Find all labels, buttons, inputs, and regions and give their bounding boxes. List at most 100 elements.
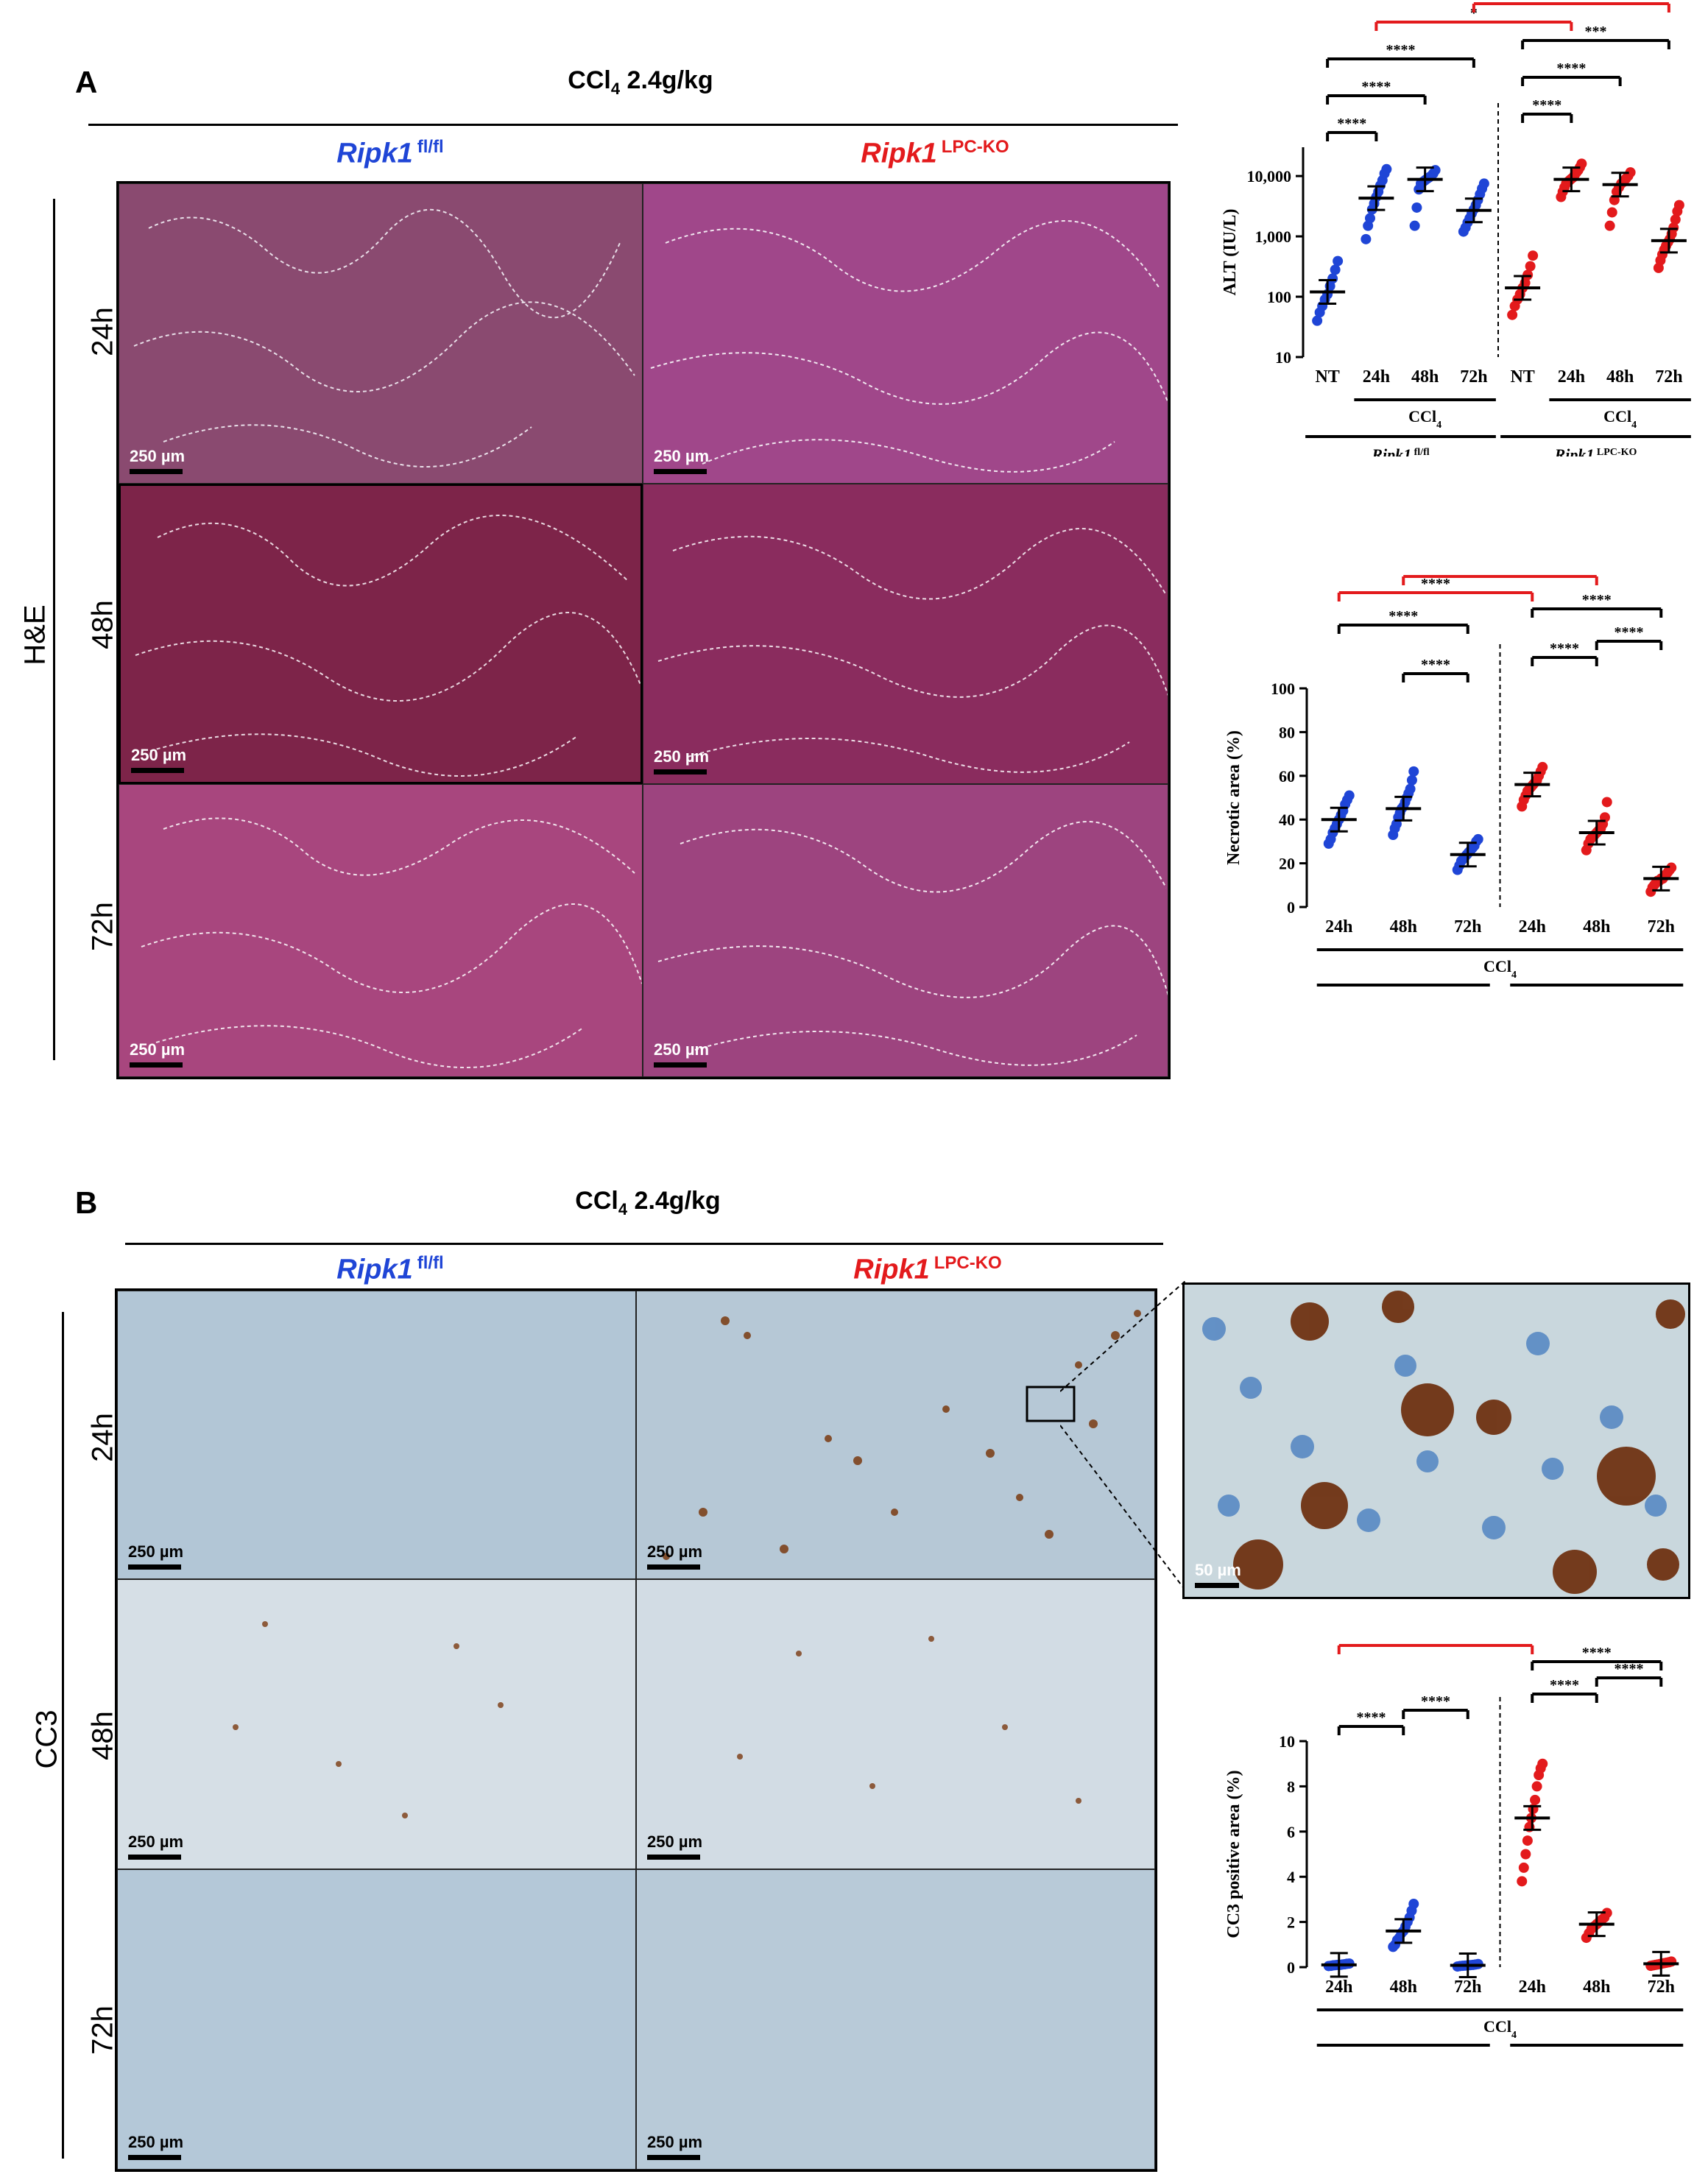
chart-cc3-area-svg: 0 2 4 6 8 10 CC3 positive area (%) 24h 48h 72h 24h… — [1224, 1612, 1684, 2072]
significance-label: **** — [1550, 641, 1579, 657]
data-point — [1408, 1899, 1419, 1910]
chart-alt-svg: 10 100 1,000 10,000 ALT (IU/L) NT 24h 48h 72h NT 2… — [1221, 0, 1691, 464]
data-point — [1517, 1876, 1528, 1887]
he-image-flfl-72h: 250 µm — [119, 784, 643, 1077]
he-lobule-outline — [657, 821, 1168, 1066]
y-tick-label: 80 — [1279, 723, 1295, 741]
panel-b-header-rule — [125, 1243, 1163, 1245]
cc3-image-ko-72h: 250 µm — [636, 1869, 1155, 2170]
cc3-inset-zoom-image: 50 µm — [1182, 1282, 1690, 1599]
significance-label: **** — [1386, 42, 1416, 58]
panel-b-col-ko-sup: LPC-KO — [934, 1253, 1002, 1273]
data-point — [1327, 273, 1338, 284]
scale-bar: 250 µm — [647, 2133, 702, 2160]
significance-label: **** — [1550, 1677, 1579, 1693]
data-point — [1522, 1835, 1533, 1846]
he-image-flfl-24h: 250 µm — [119, 183, 643, 484]
genotype-label: Ripk1 LPC-KO — [1554, 445, 1637, 456]
panel-a-letter: A — [75, 65, 98, 99]
panel-a-col-flfl-sup: fl/fl — [417, 137, 444, 157]
cc3-inset-cells — [1202, 1291, 1685, 1594]
treatment-label: CCl4 — [1483, 2017, 1517, 2041]
panel-a-treatment-header: CCl4 2.4g/kg — [88, 66, 1193, 99]
data-point — [1312, 315, 1323, 326]
scale-bar-label: 250 µm — [128, 2133, 184, 2151]
significance-label: *** — [1585, 24, 1607, 40]
data-point — [1673, 200, 1684, 211]
y-tick-label: 2 — [1287, 1913, 1295, 1932]
data-point — [1411, 202, 1422, 213]
scale-bar-label: 250 µm — [647, 1832, 703, 1851]
chart-necrotic-area-svg: 0 20 40 60 80 100 Necrotic area (%) 24h 48h 72h 24… — [1224, 543, 1684, 1012]
significance-label: ** — [1493, 574, 1508, 576]
x-tick-label: 72h — [1460, 367, 1487, 387]
y-tick-label: 1,000 — [1255, 227, 1292, 246]
panel-a-side-line — [53, 199, 55, 1060]
inset-connector-lines — [1060, 1281, 1186, 1591]
panel-a-dose: 2.4g/kg — [620, 66, 713, 94]
cc3-image-flfl-24h: 250 µm — [117, 1291, 636, 1579]
data-point — [1604, 220, 1615, 231]
panel-a-header-rule — [88, 124, 1178, 126]
y-axis-label: Necrotic area (%) — [1224, 730, 1243, 865]
chart-alt: 10 100 1,000 10,000 ALT (IU/L) NT 24h 48h 72h NT 2… — [1178, 0, 1708, 464]
data-point — [1518, 1862, 1529, 1873]
x-tick-label: 48h — [1390, 917, 1417, 936]
he-lobule-outline — [141, 817, 642, 1068]
x-tick-label: NT — [1315, 367, 1339, 387]
y-tick-label: 60 — [1279, 767, 1295, 786]
inset-region-box — [1026, 1386, 1076, 1422]
panel-b-col-flfl-gene: Ripk1 — [336, 1254, 413, 1285]
he-image-ko-72h: 250 µm — [643, 784, 1168, 1077]
panel-b-letter: B — [75, 1185, 98, 1220]
panel-b-treatment: CCl — [575, 1187, 618, 1215]
data-point — [1330, 264, 1341, 275]
x-tick-label: 72h — [1454, 917, 1481, 936]
panel-a-row-72h: 72h — [86, 902, 119, 951]
x-tick-label: NT — [1510, 367, 1534, 387]
panel-b-treatment-header: CCl4 2.4g/kg — [125, 1187, 1171, 1219]
inset-scale-bar-label: 50 µm — [1195, 1561, 1241, 1579]
x-tick-label: 24h — [1519, 917, 1546, 936]
y-tick-label: 0 — [1287, 1958, 1295, 1977]
y-tick-label: 100 — [1271, 680, 1295, 698]
data-point — [1408, 766, 1419, 777]
scale-bar: 250 µm — [654, 747, 709, 775]
significance-label: **** — [1421, 1693, 1450, 1710]
data-point — [1409, 220, 1420, 231]
scale-bar: 250 µm — [654, 447, 709, 474]
he-lobule-outline — [135, 515, 640, 777]
data-point — [1381, 163, 1392, 174]
treatment-label: CCl4 — [1603, 407, 1637, 431]
scale-bar: 250 µm — [130, 1040, 185, 1068]
data-point — [1478, 178, 1489, 189]
panel-b-assay-label: CC3 — [30, 1710, 63, 1769]
panel-a-image-grid: 250 µm 250 µm 250 µm 250 µm 250 µm 250 µ… — [116, 181, 1171, 1079]
panel-b-col-flfl-sup: fl/fl — [417, 1253, 444, 1273]
scale-bar: 250 µm — [654, 1040, 709, 1068]
panel-a-col-ko-gene: Ripk1 — [861, 138, 937, 169]
panel-a-row-48h: 48h — [86, 600, 119, 649]
panel-a-col-flfl: Ripk1 fl/fl — [169, 137, 611, 170]
panel-b-col-flfl: Ripk1 fl/fl — [169, 1253, 611, 1286]
data-point — [1520, 1849, 1531, 1860]
y-tick-label: 100 — [1267, 288, 1291, 306]
panel-b-col-ko: Ripk1 LPC-KO — [707, 1253, 1148, 1286]
x-tick-label: 48h — [1606, 367, 1634, 387]
data-point — [1601, 1908, 1612, 1919]
scale-bar-label: 250 µm — [128, 1542, 184, 1561]
panel-a-col-ko-sup: LPC-KO — [941, 137, 1009, 157]
significance-label: **** — [1421, 1642, 1450, 1645]
scale-bar: 250 µm — [131, 746, 186, 773]
data-point — [1606, 207, 1617, 218]
chart-cc3-area: 0 2 4 6 8 10 CC3 positive area (%) 24h 48h 72h 24h… — [1178, 1612, 1708, 2072]
scale-bar: 250 µm — [647, 1832, 702, 1860]
x-tick-label: 24h — [1325, 1977, 1352, 1997]
inset-scale-bar: 50 µm — [1195, 1561, 1241, 1588]
x-tick-label: 48h — [1583, 917, 1610, 936]
scale-bar-label: 250 µm — [647, 1542, 703, 1561]
he-lobule-outline — [650, 220, 1168, 473]
panel-a-col-flfl-gene: Ripk1 — [336, 138, 413, 169]
panel-a-row-24h: 24h — [86, 307, 119, 356]
y-tick-label: 10,000 — [1247, 167, 1292, 186]
